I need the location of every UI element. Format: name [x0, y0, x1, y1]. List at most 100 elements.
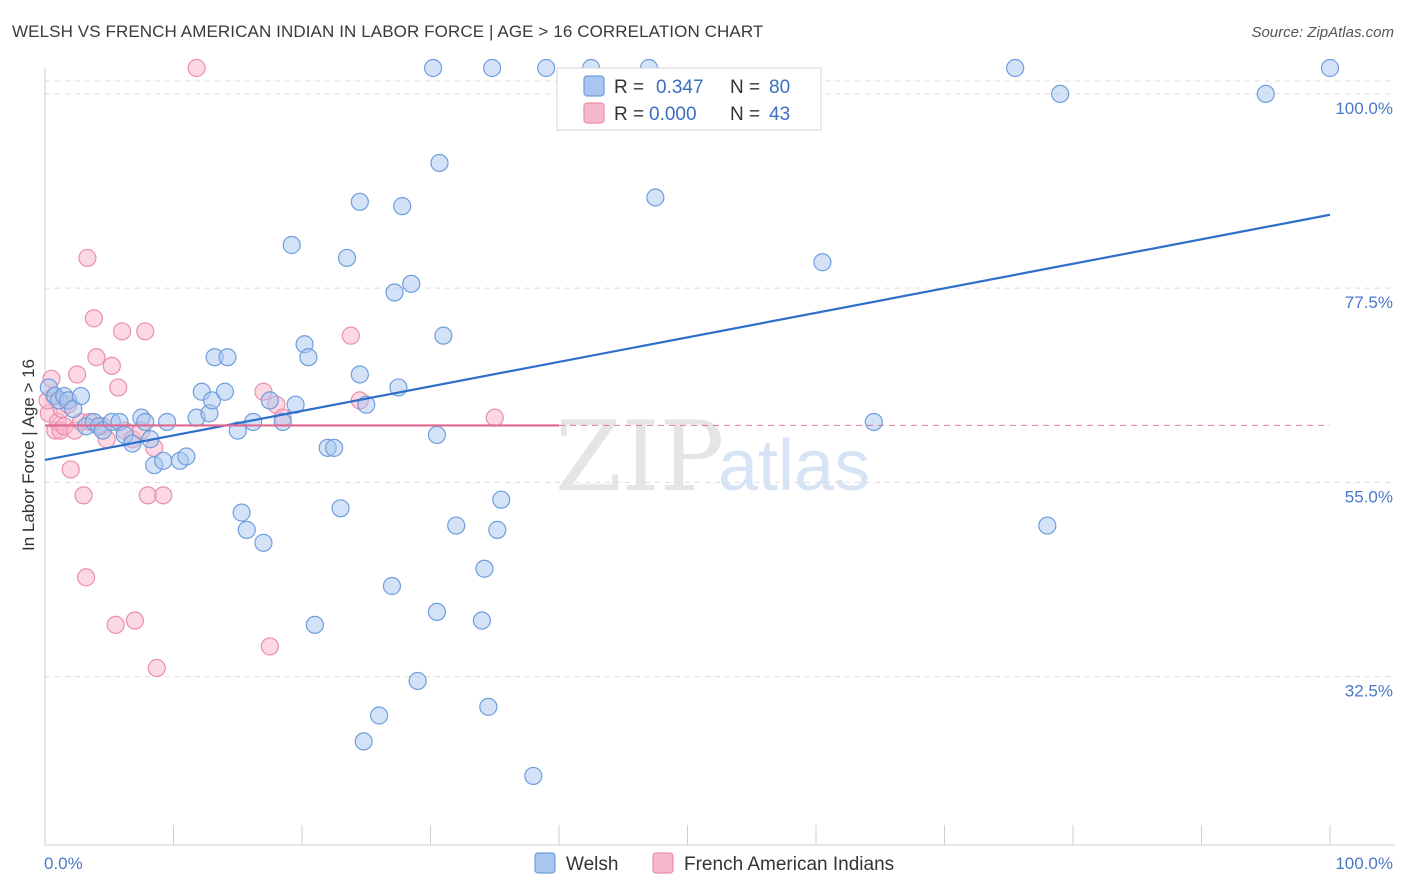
- welsh-point: [1320, 58, 1340, 78]
- welsh-point: [1006, 58, 1025, 78]
- french-point: [136, 322, 155, 341]
- legend-french-n-label: N =: [730, 104, 760, 125]
- watermark: ZIP atlas: [555, 401, 870, 513]
- bottom-legend-welsh: Welsh: [566, 854, 618, 875]
- welsh-point: [385, 283, 404, 302]
- legend-welsh-n-value: 80: [769, 77, 790, 98]
- welsh-point: [202, 391, 222, 410]
- legend-swatch-french: [583, 102, 605, 124]
- welsh-point: [1256, 84, 1275, 104]
- welsh-point: [427, 602, 447, 622]
- welsh-point: [864, 412, 883, 432]
- welsh-point: [382, 576, 402, 596]
- axes: [44, 68, 1395, 846]
- x-tick-labels: 0.0% 100.0%: [44, 854, 1393, 873]
- french-point: [154, 486, 173, 505]
- french-point: [78, 248, 97, 268]
- welsh-point: [254, 533, 273, 552]
- welsh-point: [492, 490, 511, 509]
- welsh-point: [393, 197, 412, 216]
- french-point: [147, 658, 166, 678]
- x-tick-label: 100.0%: [1335, 854, 1393, 873]
- french-point: [260, 637, 279, 656]
- welsh-point: [434, 326, 453, 345]
- welsh-point: [282, 235, 301, 255]
- y-tick-label: 77.5%: [1345, 293, 1393, 312]
- welsh-point: [299, 348, 318, 367]
- legend-french-n-value: 43: [769, 104, 790, 125]
- x-tick-label: 0.0%: [44, 854, 83, 873]
- welsh-point: [402, 274, 421, 293]
- y-tick-label: 55.0%: [1345, 487, 1393, 506]
- welsh-point: [427, 425, 447, 445]
- welsh-point: [472, 611, 491, 630]
- french-point: [74, 486, 93, 505]
- series-legend: Welsh French American Indians: [534, 852, 894, 875]
- welsh-point: [537, 58, 556, 78]
- grid-lines: [45, 80, 1395, 678]
- trend-lines: [44, 213, 1331, 462]
- welsh-point: [430, 153, 449, 173]
- welsh-point: [305, 615, 324, 634]
- welsh-point: [325, 438, 344, 457]
- legend-welsh-r-label: R =: [614, 77, 644, 98]
- welsh-point: [177, 447, 196, 466]
- legend-swatch-welsh: [583, 75, 605, 97]
- french-point: [112, 322, 132, 341]
- welsh-point: [337, 248, 357, 268]
- welsh-point: [232, 503, 251, 522]
- welsh-point: [483, 58, 502, 78]
- welsh-point: [1051, 84, 1070, 104]
- welsh-point: [813, 253, 832, 272]
- french-point: [485, 408, 504, 427]
- welsh-point: [157, 412, 177, 432]
- french-point: [77, 568, 96, 587]
- welsh-point: [154, 451, 173, 470]
- welsh-point: [350, 192, 369, 211]
- french-point: [341, 326, 360, 345]
- welsh-point: [488, 520, 507, 539]
- french-point: [109, 378, 128, 397]
- y-tick-label: 100.0%: [1335, 99, 1393, 118]
- welsh-point: [423, 58, 443, 78]
- stats-legend: R = 0.347 N = 80 R = 0.000 N = 43: [556, 67, 822, 131]
- welsh-point: [354, 732, 373, 751]
- welsh-point: [447, 516, 466, 535]
- y-axis-label: In Labor Force | Age > 16: [19, 359, 38, 551]
- french-point: [106, 615, 125, 634]
- legend-french-r-value: 0.000: [649, 104, 697, 125]
- french-point: [125, 611, 145, 630]
- bottom-legend-swatch-french: [652, 852, 674, 874]
- welsh-trend-line: [44, 213, 1331, 462]
- welsh-point: [370, 706, 389, 725]
- y-tick-label: 32.5%: [1345, 682, 1393, 701]
- welsh-point: [260, 391, 279, 410]
- french-point: [138, 486, 157, 505]
- welsh-point: [237, 520, 256, 539]
- welsh-point: [218, 348, 237, 367]
- welsh-point: [408, 671, 427, 691]
- welsh-point: [350, 365, 369, 384]
- french-point: [68, 365, 87, 384]
- french-point: [61, 460, 80, 479]
- welsh-point: [71, 386, 91, 406]
- french-point: [84, 309, 103, 328]
- legend-french-r-label: R =: [614, 104, 644, 125]
- welsh-point: [479, 697, 498, 716]
- french-points: [38, 58, 504, 678]
- welsh-point: [215, 382, 234, 401]
- source-label: Source: ZipAtlas.com: [1251, 24, 1394, 41]
- bottom-legend-swatch-welsh: [534, 852, 556, 874]
- chart-title: WELSH VS FRENCH AMERICAN INDIAN IN LABOR…: [12, 22, 764, 41]
- welsh-point: [331, 499, 350, 518]
- welsh-point: [1038, 516, 1057, 535]
- french-point: [187, 58, 206, 78]
- welsh-point: [136, 412, 155, 432]
- bottom-legend-french: French American Indians: [684, 854, 894, 875]
- french-point: [102, 356, 121, 375]
- french-point: [87, 348, 106, 367]
- watermark-atlas: atlas: [718, 426, 870, 506]
- legend-welsh-n-label: N =: [730, 77, 760, 98]
- welsh-point: [646, 188, 665, 207]
